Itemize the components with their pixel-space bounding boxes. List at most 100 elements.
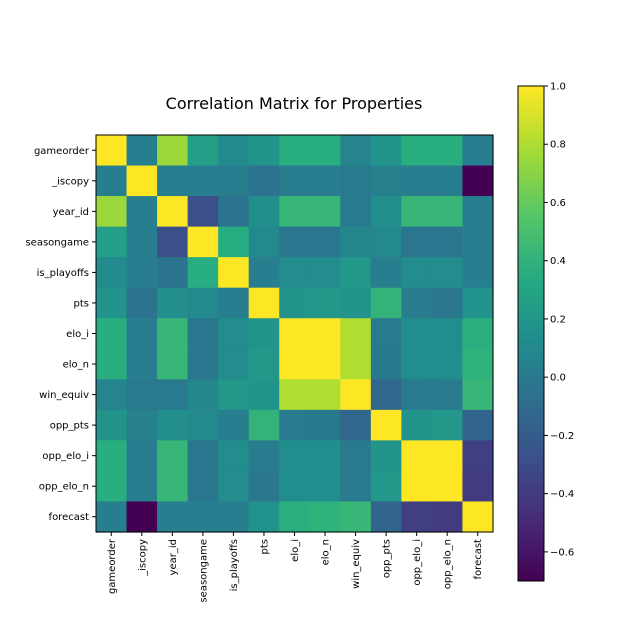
heatmap-cell-opp_pts-seasongame (187, 409, 219, 441)
heatmap-cell-elo_n-elo_i (279, 348, 311, 380)
heatmap-cell-pts-seasongame (187, 287, 219, 319)
heatmap-cell-_iscopy-is_playoffs (218, 165, 250, 197)
colorbar (517, 85, 545, 582)
heatmap-cell-is_playoffs-year_id (157, 257, 189, 289)
heatmap-cell-pts-year_id (157, 287, 189, 319)
heatmap-cell-forecast-elo_n (309, 501, 341, 533)
x-axis-ticks: gameorder _iscopy year_id seasongame is_play… (107, 532, 484, 603)
heatmap-cell-pts-forecast (462, 287, 494, 319)
heatmap-cell-elo_i-is_playoffs (218, 318, 250, 350)
y-tick-label: year_id (53, 207, 89, 218)
heatmap-cell-opp_elo_n-elo_n (309, 470, 341, 503)
chart-title: Correlation Matrix for Properties (166, 94, 423, 113)
heatmap-cell-opp_elo_n-is_playoffs (218, 470, 250, 503)
heatmap-cell-elo_i-forecast (462, 318, 494, 350)
heatmap-cell-opp_elo_i-is_playoffs (218, 440, 250, 472)
heatmap-cell-opp_elo_n-_iscopy (126, 470, 158, 503)
heatmap-cell-pts-pts (248, 287, 280, 319)
y-axis-ticks: gameorder _iscopy year_id seasongame is_play… (25, 146, 96, 523)
heatmap-cell-pts-is_playoffs (218, 287, 250, 319)
heatmap-cell-pts-win_equiv (340, 287, 372, 319)
x-tick-label: elo_n (321, 539, 332, 565)
heatmap-cell-is_playoffs-forecast (462, 257, 494, 289)
heatmap-cell-win_equiv-gameorder (96, 379, 128, 411)
heatmap-cell-_iscopy-year_id (157, 165, 189, 197)
colorbar-tick-label: 1.0 (550, 82, 566, 93)
heatmap-cell-win_equiv-pts (248, 379, 280, 411)
heatmap-cell-opp_elo_i-forecast (462, 440, 494, 472)
heatmap-cell-gameorder-pts (248, 135, 280, 167)
heatmap-cell-seasongame-opp_elo_n (431, 226, 464, 258)
y-tick-label: elo_i (66, 329, 89, 340)
heatmap-cell-_iscopy-seasongame (187, 165, 219, 197)
heatmap-cell-gameorder-_iscopy (126, 135, 158, 167)
heatmap-cell-year_id-win_equiv (340, 196, 372, 228)
heatmap-cell-elo_i-gameorder (96, 318, 128, 350)
heatmap-cell-opp_elo_i-year_id (157, 440, 189, 472)
heatmap-cell-forecast-_iscopy (126, 501, 158, 533)
heatmap-cell-opp_elo_i-elo_n (309, 440, 341, 472)
colorbar-ticks: 1.0 0.8 0.6 0.4 0.2 0.0 −0.2 −0.4 −0.6 (544, 82, 574, 558)
colorbar-tick-label: 0.0 (550, 373, 566, 384)
heatmap-cell-year_id-pts (248, 196, 280, 228)
heatmap-cell-opp_elo_n-forecast (462, 470, 494, 503)
heatmap-cell-opp_elo_i-opp_elo_n (431, 440, 464, 472)
heatmap-cell-_iscopy-pts (248, 165, 280, 197)
heatmap-cell-opp_pts-opp_elo_i (401, 409, 433, 441)
heatmap-cell-is_playoffs-elo_i (279, 257, 311, 289)
heatmap-cell-is_playoffs-pts (248, 257, 280, 289)
heatmap-cell-opp_elo_n-pts (248, 470, 280, 503)
heatmap-cell-opp_pts-win_equiv (340, 409, 372, 441)
heatmap-cell-elo_n-gameorder (96, 348, 128, 380)
y-tick-label: seasongame (25, 237, 89, 248)
heatmap-cell-win_equiv-opp_elo_i (401, 379, 433, 411)
heatmap-cell-elo_i-_iscopy (126, 318, 158, 350)
heatmap-cell-gameorder-seasongame (187, 135, 219, 167)
heatmap-cell-elo_i-pts (248, 318, 280, 350)
heatmap-cell-elo_i-opp_elo_n (431, 318, 464, 350)
heatmap-cell-forecast-forecast (462, 501, 494, 533)
heatmap-cell-opp_elo_n-elo_i (279, 470, 311, 503)
heatmap-cell-opp_elo_n-gameorder (96, 470, 128, 503)
heatmap-cell-win_equiv-_iscopy (126, 379, 158, 411)
colorbar-tick-label: −0.6 (550, 547, 574, 558)
heatmap-cell-seasongame-elo_n (309, 226, 341, 258)
heatmap-cell-opp_elo_i-opp_elo_i (401, 440, 433, 472)
heatmap-cell-is_playoffs-gameorder (96, 257, 128, 289)
heatmap-cell-forecast-win_equiv (340, 501, 372, 533)
y-tick-label: gameorder (34, 146, 90, 157)
heatmap-cell-gameorder-opp_elo_i (401, 135, 433, 167)
heatmap-cell-opp_elo_n-opp_elo_n (431, 470, 464, 503)
heatmap-cell-seasongame-win_equiv (340, 226, 372, 258)
heatmap-cell-win_equiv-opp_pts (370, 379, 402, 411)
heatmap-cell-year_id-gameorder (96, 196, 128, 228)
heatmap-cell-opp_elo_i-elo_i (279, 440, 311, 472)
heatmap-cell-year_id-seasongame (187, 196, 219, 228)
heatmap-cell-win_equiv-year_id (157, 379, 189, 411)
heatmap-cell-_iscopy-opp_elo_i (401, 165, 433, 197)
heatmap-cell-seasongame-forecast (462, 226, 494, 258)
heatmap-cell-opp_elo_n-opp_pts (370, 470, 402, 503)
x-tick-label: _iscopy (137, 539, 148, 577)
heatmap-cell-opp_pts-elo_n (309, 409, 341, 441)
heatmap-cell-gameorder-elo_i (279, 135, 311, 167)
heatmap-cell-pts-opp_elo_n (431, 287, 464, 319)
heatmap-cell-_iscopy-elo_n (309, 165, 341, 197)
colorbar-tick-label: 0.8 (550, 140, 566, 151)
colorbar-tick-label: −0.2 (550, 431, 574, 442)
heatmap-cell-gameorder-is_playoffs (218, 135, 250, 167)
heatmap-cell-opp_elo_i-opp_pts (370, 440, 402, 472)
heatmap-cell-is_playoffs-_iscopy (126, 257, 158, 289)
heatmap-cell-year_id-elo_i (279, 196, 311, 228)
heatmap-cell-elo_i-elo_i (279, 318, 311, 350)
heatmap-cell-gameorder-year_id (157, 135, 189, 167)
colorbar-tick-label: 0.6 (550, 198, 566, 209)
heatmap-cell-year_id-elo_n (309, 196, 341, 228)
y-tick-label: win_equiv (39, 390, 89, 401)
heatmap-cell-year_id-year_id (157, 196, 189, 228)
heatmap-cell-seasongame-_iscopy (126, 226, 158, 258)
x-tick-label: pts (259, 539, 270, 554)
x-tick-label: opp_elo_i (412, 539, 423, 586)
heatmap-cell-is_playoffs-opp_elo_i (401, 257, 433, 289)
heatmap-cell-is_playoffs-opp_elo_n (431, 257, 464, 289)
